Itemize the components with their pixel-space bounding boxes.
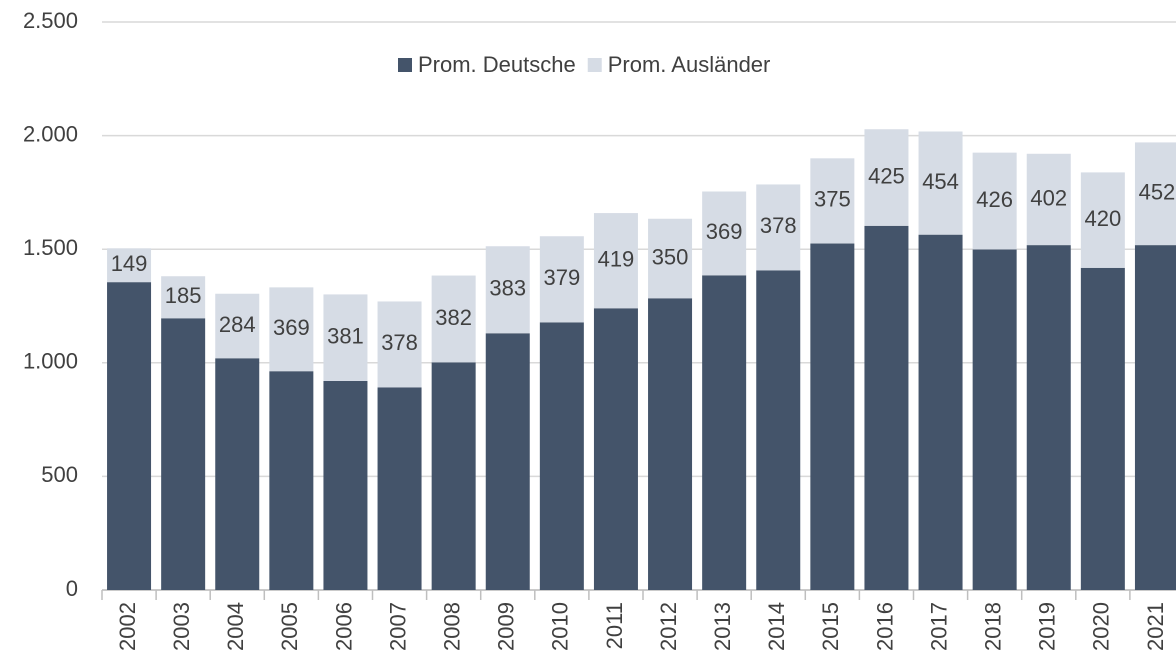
bar-segment bbox=[377, 387, 422, 590]
bar-segment bbox=[431, 362, 476, 590]
x-tick-label: 2016 bbox=[872, 602, 897, 651]
bar-segment bbox=[810, 243, 855, 590]
x-tick-label: 2006 bbox=[331, 602, 356, 651]
bar-segment bbox=[269, 287, 314, 372]
value-label: 402 bbox=[1030, 185, 1067, 210]
value-label: 375 bbox=[814, 187, 851, 212]
bar-segment bbox=[702, 191, 747, 276]
value-label: 284 bbox=[219, 312, 256, 337]
x-tick-label: 2015 bbox=[818, 602, 843, 651]
value-label: 185 bbox=[165, 283, 202, 308]
bar-segment bbox=[485, 333, 530, 590]
legend-label: Prom. Ausländer bbox=[608, 52, 771, 77]
bar-segment bbox=[1134, 245, 1176, 590]
bar-segment bbox=[323, 294, 368, 381]
x-tick-label: 2007 bbox=[385, 602, 410, 651]
x-tick-label: 2013 bbox=[710, 602, 735, 651]
bar-segment bbox=[1080, 172, 1125, 268]
y-tick-label: 1.500 bbox=[23, 235, 78, 260]
value-label: 149 bbox=[111, 251, 148, 276]
x-tick-label: 2012 bbox=[656, 602, 681, 651]
bar-segment bbox=[539, 322, 584, 590]
value-label: 454 bbox=[922, 169, 959, 194]
bar-segment bbox=[702, 275, 747, 590]
value-label: 452 bbox=[1139, 180, 1176, 205]
bar-segment bbox=[1134, 142, 1176, 246]
value-label: 419 bbox=[598, 246, 635, 271]
x-tick-label: 2021 bbox=[1143, 602, 1168, 651]
x-tick-label: 2019 bbox=[1035, 602, 1060, 651]
bar-segment bbox=[539, 236, 584, 323]
value-label: 369 bbox=[273, 315, 310, 340]
legend-swatch bbox=[587, 58, 602, 72]
value-label: 420 bbox=[1084, 206, 1121, 231]
x-tick-label: 2008 bbox=[439, 602, 464, 651]
bar-segment bbox=[431, 275, 476, 363]
value-label: 425 bbox=[868, 163, 905, 188]
value-label: 382 bbox=[435, 305, 472, 330]
x-tick-label: 2010 bbox=[548, 602, 573, 651]
bar-segment bbox=[918, 131, 963, 235]
x-tick-label: 2005 bbox=[277, 602, 302, 651]
bar-segment bbox=[810, 158, 855, 244]
value-label: 369 bbox=[706, 219, 743, 244]
bar-segment bbox=[648, 298, 693, 590]
bar-segment bbox=[107, 248, 152, 283]
bar-segment bbox=[215, 358, 260, 590]
y-tick-label: 1.000 bbox=[23, 349, 78, 374]
x-tick-label: 2017 bbox=[926, 602, 951, 651]
x-tick-label: 2004 bbox=[223, 602, 248, 651]
y-tick-label: 0 bbox=[66, 576, 78, 601]
bar-segment bbox=[918, 234, 963, 591]
value-label: 381 bbox=[327, 324, 364, 349]
legend-label: Prom. Deutsche bbox=[418, 52, 576, 77]
bar-segment bbox=[323, 380, 368, 590]
bar-segment bbox=[377, 301, 422, 388]
x-tick-label: 2018 bbox=[980, 602, 1005, 651]
bar-segment bbox=[107, 282, 152, 590]
bar-segment bbox=[1026, 245, 1071, 590]
y-tick-label: 2.500 bbox=[23, 8, 78, 33]
value-label: 350 bbox=[652, 244, 689, 269]
bar-segment bbox=[269, 371, 314, 590]
value-label: 426 bbox=[976, 187, 1013, 212]
x-tick-label: 2011 bbox=[602, 602, 627, 649]
bar-segment bbox=[1026, 153, 1071, 246]
bar-segment bbox=[972, 249, 1017, 591]
bar-segment bbox=[161, 318, 206, 590]
bar-segment bbox=[864, 129, 909, 226]
x-tick-label: 2003 bbox=[169, 602, 194, 651]
x-tick-label: 2020 bbox=[1089, 602, 1114, 651]
value-label: 383 bbox=[489, 276, 526, 301]
bar-segment bbox=[593, 213, 638, 309]
bar-segment bbox=[756, 184, 801, 271]
bar-segment bbox=[972, 152, 1017, 250]
x-tick-label: 2014 bbox=[764, 602, 789, 651]
value-label: 378 bbox=[760, 213, 797, 238]
y-tick-label: 500 bbox=[41, 462, 78, 487]
x-tick-label: 2002 bbox=[115, 602, 140, 651]
bar-segment bbox=[593, 308, 638, 590]
bar-segment bbox=[485, 246, 530, 334]
value-label: 379 bbox=[543, 265, 580, 290]
x-tick-label: 2009 bbox=[494, 602, 519, 651]
legend-swatch bbox=[398, 58, 412, 72]
bar-segment bbox=[1080, 267, 1125, 590]
bar-segment bbox=[864, 225, 909, 590]
bar-segment bbox=[215, 293, 260, 359]
y-tick-label: 2.000 bbox=[23, 121, 78, 146]
bar-segment bbox=[161, 276, 206, 319]
value-label: 378 bbox=[381, 330, 418, 355]
bar-segment bbox=[648, 218, 693, 299]
bar-segment bbox=[756, 270, 801, 590]
